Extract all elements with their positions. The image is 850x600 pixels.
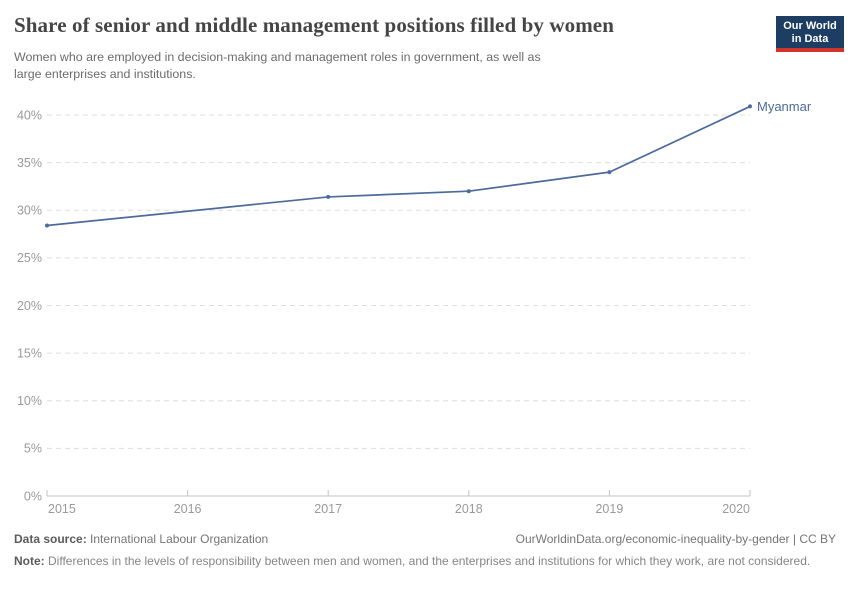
note-text: Differences in the levels of responsibil… bbox=[48, 554, 811, 568]
data-point bbox=[607, 170, 612, 175]
data-point bbox=[45, 223, 49, 228]
chart-subtitle: Women who are employed in decision-makin… bbox=[14, 50, 541, 81]
data-source-value: International Labour Organization bbox=[90, 532, 269, 546]
y-tick-label: 20% bbox=[17, 299, 42, 313]
citation-link[interactable]: OurWorldinData.org/economic-inequality-b… bbox=[515, 532, 836, 546]
y-tick-label: 0% bbox=[24, 489, 42, 503]
page-title: Share of senior and middle management po… bbox=[14, 13, 614, 37]
x-tick-label: 2019 bbox=[595, 502, 623, 516]
x-tick-label: 2016 bbox=[174, 502, 202, 516]
data-point bbox=[326, 194, 331, 199]
data-point bbox=[748, 104, 752, 109]
x-tick-label: 2017 bbox=[314, 502, 342, 516]
y-tick-label: 15% bbox=[17, 346, 42, 360]
series-label: Myanmar bbox=[757, 99, 812, 114]
y-tick-label: 5% bbox=[24, 442, 42, 456]
x-tick-label: 2020 bbox=[722, 502, 750, 516]
owid-logo[interactable]: Our World in Data bbox=[776, 16, 844, 52]
data-line bbox=[46, 105, 751, 227]
x-tick-label: 2018 bbox=[455, 502, 483, 516]
y-tick-label: 35% bbox=[17, 156, 42, 170]
line-chart[interactable]: 0% 5% 10% 15% 20% 25% 30% 35% 40% 2015 2016 2017 201… bbox=[0, 90, 850, 540]
footer-source-row: Data source: International Labour Organi… bbox=[14, 532, 836, 546]
footer-note: Note: Differences in the levels of respo… bbox=[14, 553, 822, 569]
owid-logo-line1: Our World bbox=[783, 20, 837, 32]
y-tick-label: 25% bbox=[17, 251, 42, 265]
note-label: Note: bbox=[14, 554, 45, 568]
y-tick-label: 10% bbox=[17, 394, 42, 408]
y-tick-label: 40% bbox=[17, 108, 42, 122]
data-point bbox=[466, 189, 471, 194]
x-tick-label: 2015 bbox=[48, 502, 76, 516]
owid-logo-line2: in Data bbox=[791, 32, 829, 45]
data-source-label: Data source: bbox=[14, 532, 87, 546]
data-source: Data source: International Labour Organi… bbox=[14, 532, 268, 546]
y-tick-label: 30% bbox=[17, 204, 42, 218]
